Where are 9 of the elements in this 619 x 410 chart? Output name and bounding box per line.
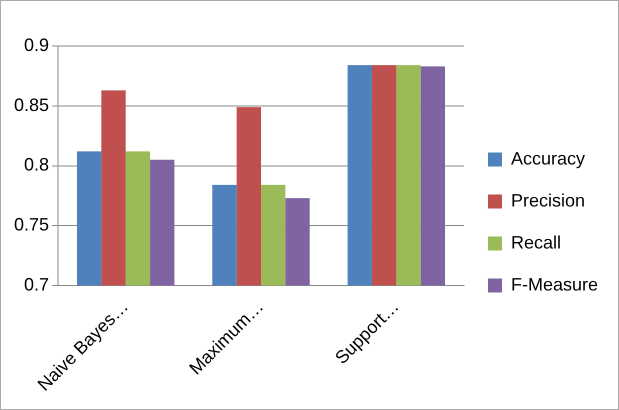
legend-label: Precision bbox=[510, 190, 586, 210]
legend-label: F-Measure bbox=[510, 274, 598, 294]
y-tick-label: 0.8 bbox=[24, 154, 50, 175]
legend-label: Accuracy bbox=[510, 148, 586, 168]
legend-label: Recall bbox=[510, 232, 562, 252]
y-tick-label: 0.85 bbox=[14, 94, 50, 115]
y-tick-label: 0.9 bbox=[24, 34, 50, 55]
y-tick-label: 0.75 bbox=[14, 214, 50, 235]
y-tick-label: 0.7 bbox=[24, 274, 50, 295]
